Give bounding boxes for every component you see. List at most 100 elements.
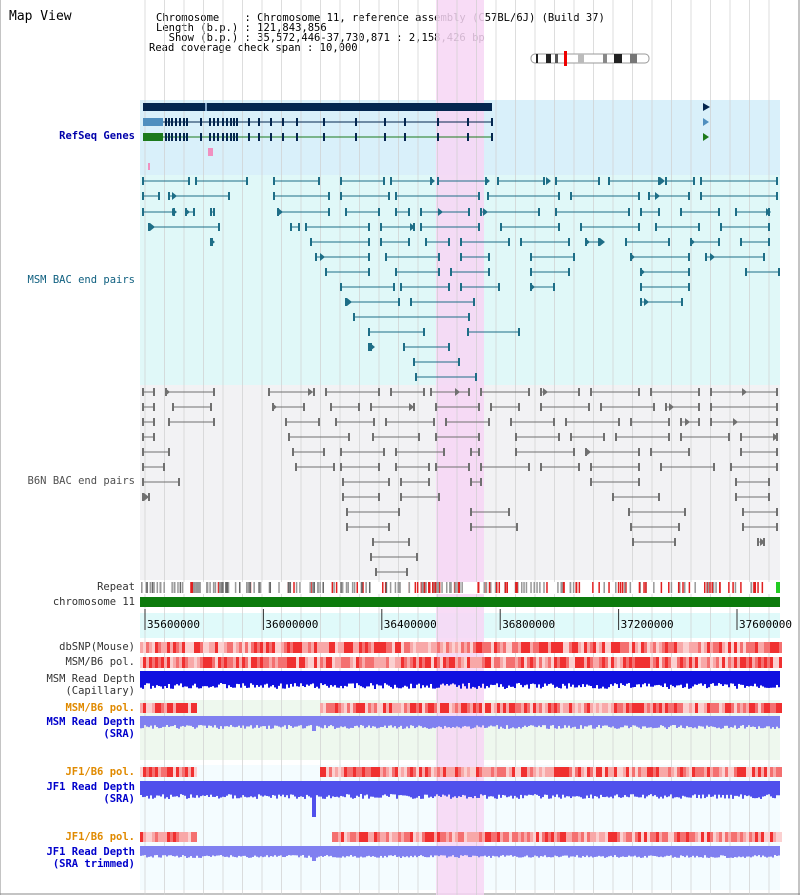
jf1-depth-bin — [172, 781, 174, 797]
jf1-trim-bin — [542, 846, 544, 857]
msm-depth-sra-bin — [686, 716, 688, 726]
msm-depth-sra-bin — [392, 716, 394, 728]
msm-pol-sra-bin — [746, 703, 749, 713]
dbsnp-bin — [617, 642, 620, 653]
jf1-pol-bin — [662, 767, 665, 777]
msm-depth-cap-bin — [464, 671, 466, 687]
msm-pol-bin — [572, 657, 575, 668]
msm-depth-sra-bin — [236, 716, 238, 727]
jf1-depth-bin — [240, 781, 242, 798]
msm-depth-cap-bin — [450, 671, 452, 685]
map-view-title: Map View — [9, 9, 72, 24]
jf1-pol-trim-bin — [194, 832, 197, 842]
refseq-gene-gap — [205, 103, 207, 111]
jf1-depth-bin — [600, 781, 602, 795]
jf1-pol-trim-bin — [476, 832, 479, 842]
jf1-pol-trim-bin — [539, 832, 542, 842]
b6n-bac-end — [378, 388, 380, 396]
refseq-exon — [213, 118, 215, 126]
b6n-bac-end — [632, 538, 634, 546]
msm-depth-cap-bin — [190, 671, 192, 689]
jf1-trim-bin — [152, 846, 154, 858]
msm-depth-cap-bin — [742, 671, 744, 685]
msm-pol-sra-bin — [464, 703, 467, 713]
jf1-trim-bin — [704, 846, 706, 856]
msm-depth-cap-bin — [710, 671, 712, 684]
jf1-trim-bin — [458, 846, 460, 858]
jf1-trim-bin — [766, 846, 768, 858]
msm-depth-sra-bin — [772, 716, 774, 728]
msm-pol-bin — [779, 657, 782, 668]
msm-pol-bin — [512, 657, 515, 668]
msm-depth-sra-bin — [148, 716, 150, 728]
msm-pol-bin — [158, 657, 161, 668]
msm-depth-sra-bin — [418, 716, 420, 726]
msm-depth-cap-bin — [754, 671, 756, 684]
jf1-depth-bin — [542, 781, 544, 798]
b6n-bac-arrow — [409, 403, 414, 411]
jf1-trim-bin — [596, 846, 598, 857]
jf1-depth-bin — [766, 781, 768, 795]
msm-bac-end — [410, 298, 412, 306]
refseq-exon — [282, 133, 284, 141]
jf1-pol-trim-bin — [659, 832, 662, 842]
jf1-trim-bin — [286, 846, 288, 856]
msm-pol-bin — [641, 657, 644, 668]
msm-bac-end — [598, 238, 600, 246]
jf1-depth-bin — [596, 781, 598, 797]
msm-depth-sra-bin — [582, 716, 584, 729]
jf1-depth-bin — [624, 781, 626, 796]
jf1-trim-bin — [330, 846, 332, 856]
msm-depth-sra-bin — [260, 716, 262, 727]
msm-bac-end — [688, 268, 690, 276]
msm-bac-end — [437, 177, 439, 185]
jf1-pol-trim-bin — [404, 832, 407, 842]
msm-bac-end — [478, 223, 480, 231]
msm-depth-sra-bin — [216, 716, 218, 728]
msm-pol-label: MSM/B6 pol. — [65, 656, 135, 668]
jf1-trim-bin — [594, 846, 596, 857]
msm-depth-cap-bin — [590, 671, 592, 687]
msm-depth-sra-bin — [422, 716, 424, 728]
msm-bac-end — [638, 223, 640, 231]
msm-depth-sra-bin — [412, 716, 414, 726]
jf1-pol-trim-bin — [395, 832, 398, 842]
msm-pol-bin — [242, 657, 245, 668]
msm-pol-sra-bin — [728, 703, 731, 713]
msm-depth-sra-bin — [150, 716, 152, 726]
repeat-element — [317, 582, 319, 593]
msm-pol-bin — [140, 657, 143, 668]
jf1-trim-bin — [468, 846, 470, 858]
msm-depth-sra-bin — [410, 716, 412, 726]
msm-depth-sra-bin — [608, 716, 610, 727]
jf1-trim-bin — [380, 846, 382, 856]
repeat-element — [629, 582, 632, 593]
jf1-depth-bin — [708, 781, 710, 795]
repeat-element — [156, 582, 159, 593]
jf1-depth-bin — [162, 781, 164, 795]
jf1-trim-bin — [428, 846, 430, 858]
refseq-exon — [213, 133, 215, 141]
msm-pol-sra-bin — [431, 703, 434, 713]
jf1-pol-trim-bin — [386, 832, 389, 842]
msm-bac-end — [530, 268, 532, 276]
refseq-exon — [165, 133, 167, 141]
jf1-depth-bin — [698, 781, 700, 795]
msm-depth-cap-bin — [396, 671, 398, 688]
msm-depth-cap-bin — [612, 671, 614, 686]
msm-depth-cap-bin — [610, 671, 612, 685]
msm-bac-end — [688, 253, 690, 261]
msm-bac-end — [658, 208, 660, 216]
msm-depth-sra-bin — [386, 716, 388, 729]
jf1-pol-trim-bin — [545, 832, 548, 842]
dbsnp-bin — [659, 642, 662, 653]
jf1-trim-bin — [484, 846, 486, 856]
msm-pol-sra-bin — [599, 703, 602, 713]
msm-pol-sra-bin — [440, 703, 443, 713]
jf1-trim-bin — [228, 846, 230, 858]
msm-pol-sra-bin — [722, 703, 725, 713]
repeat-element — [361, 582, 363, 593]
repeat-element — [703, 582, 706, 593]
msm-depth-cap-bin — [622, 671, 624, 685]
